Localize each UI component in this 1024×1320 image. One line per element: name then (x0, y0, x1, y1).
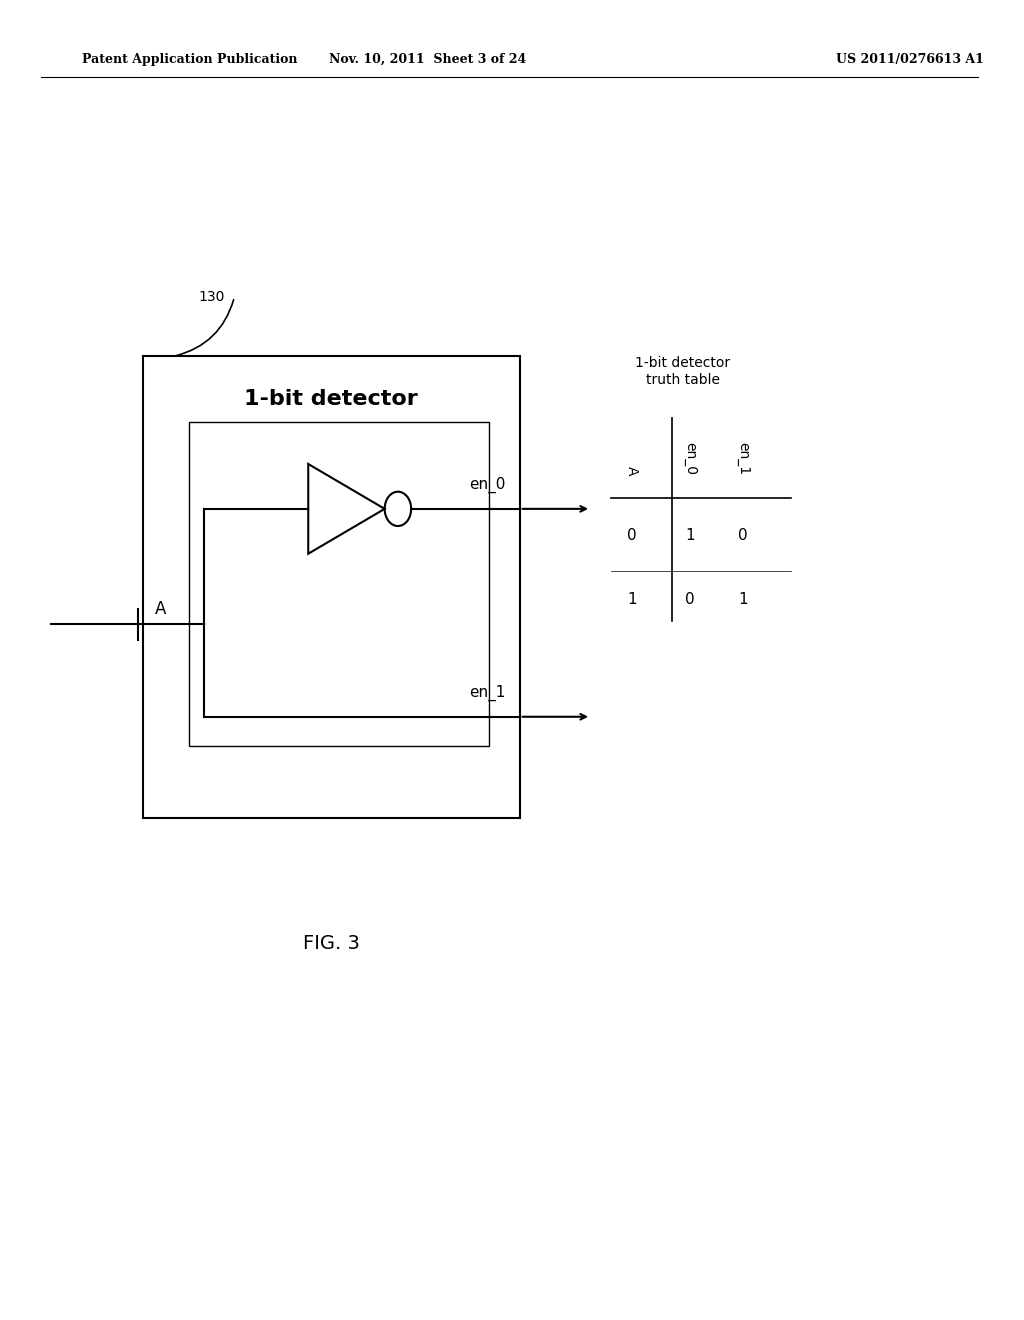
Text: 1: 1 (627, 591, 637, 606)
Text: 0: 0 (627, 528, 637, 543)
Text: 130: 130 (199, 290, 225, 304)
Text: 0: 0 (738, 528, 748, 543)
Text: US 2011/0276613 A1: US 2011/0276613 A1 (836, 53, 983, 66)
Text: 1-bit detector
truth table: 1-bit detector truth table (635, 356, 730, 387)
Text: 1-bit detector: 1-bit detector (245, 389, 418, 409)
Text: en_0: en_0 (683, 442, 697, 475)
FancyBboxPatch shape (142, 356, 519, 818)
Text: Patent Application Publication: Patent Application Publication (82, 53, 297, 66)
Text: en_0: en_0 (469, 477, 505, 492)
Text: 1: 1 (738, 591, 748, 606)
Text: 0: 0 (685, 591, 694, 606)
Text: Nov. 10, 2011  Sheet 3 of 24: Nov. 10, 2011 Sheet 3 of 24 (330, 53, 526, 66)
Text: FIG. 3: FIG. 3 (303, 935, 359, 953)
Text: A: A (155, 599, 166, 618)
Text: en_1: en_1 (469, 685, 505, 701)
Text: 1: 1 (685, 528, 694, 543)
Text: en_1: en_1 (736, 442, 750, 475)
Text: A: A (625, 466, 639, 475)
FancyBboxPatch shape (188, 422, 489, 746)
